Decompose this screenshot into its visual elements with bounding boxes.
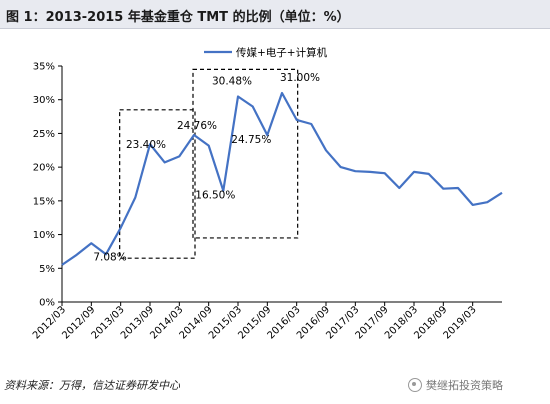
highlight-box	[192, 68, 299, 239]
data-label: 24.75%	[231, 134, 271, 146]
title-bar: 图 1：2013-2015 年基金重仓 TMT 的比例（单位：%）	[0, 0, 550, 29]
watermark: 樊继拓投资策略	[408, 377, 503, 393]
y-tick-label: 20%	[33, 163, 55, 174]
data-label: 7.08%	[93, 251, 126, 263]
source-note: 资料来源：万得，信达证券研发中心	[4, 379, 180, 392]
line-chart: 0%5%10%15%20%25%30%35%2012/032012/092013…	[31, 46, 503, 341]
y-tick-label: 15%	[33, 196, 55, 207]
y-tick-label: 10%	[33, 230, 55, 241]
y-tick-label: 30%	[33, 95, 55, 106]
y-tick-label: 5%	[39, 264, 55, 275]
data-label: 30.48%	[212, 75, 252, 87]
y-tick-label: 35%	[33, 62, 55, 73]
data-label: 16.50%	[195, 190, 235, 202]
data-label: 24.76%	[177, 120, 217, 132]
data-label: 31.00%	[280, 72, 320, 84]
highlight-box	[119, 109, 196, 259]
watermark-text: 樊继拓投资策略	[426, 379, 503, 392]
y-tick-label: 25%	[33, 129, 55, 140]
chart-title: 图 1：2013-2015 年基金重仓 TMT 的比例（单位：%）	[6, 10, 350, 25]
legend-label: 传媒+电子+计算机	[236, 46, 328, 59]
y-tick-label: 0%	[39, 298, 55, 309]
series-line	[61, 91, 503, 266]
data-label: 23.40%	[126, 139, 166, 151]
wechat-icon	[408, 378, 422, 392]
